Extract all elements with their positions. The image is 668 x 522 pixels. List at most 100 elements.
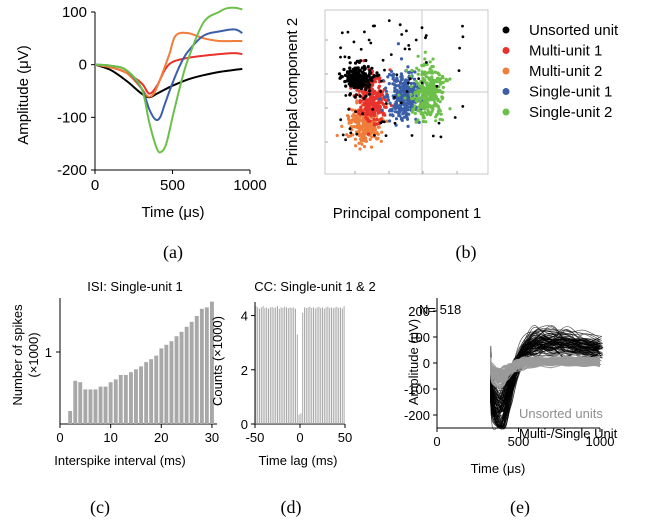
panel-b-point-unsorted: [344, 84, 348, 88]
panel-b-point-single1: [390, 107, 394, 111]
panel-d-bar: [336, 306, 338, 424]
panel-b-point-unsorted: [359, 47, 363, 51]
panel-b-point-unsorted: [356, 81, 360, 85]
panel-b-point-single2: [441, 76, 445, 80]
panel-b-point-multi2: [340, 124, 344, 128]
panel-b-point-single2: [416, 72, 420, 76]
panel-d-plot: 024-50 0 50: [241, 302, 352, 445]
panel-d-bar: [305, 308, 307, 424]
panel-b-point-multi2: [369, 124, 374, 128]
panel-b-point-multi2: [372, 129, 376, 133]
panel-b-point-single2: [426, 108, 430, 112]
panel-e-y-tick-label: -100: [404, 382, 430, 397]
panel-b-point-multi1: [383, 105, 387, 109]
panel-b-point-single2: [424, 120, 428, 124]
panel-b-point-single2: [425, 111, 429, 115]
panel-b-point-single2: [431, 93, 435, 97]
panel-b-point-multi1: [366, 132, 371, 136]
panel-b-point-multi1: [359, 99, 363, 103]
panel-b-point-multi1: [369, 114, 373, 118]
panel-c-bar: [184, 326, 189, 424]
panel-b-point-single2: [418, 84, 422, 88]
panel-c-xlabel: Interspike interval (ms): [54, 453, 185, 468]
panel-b-point-unsorted: [347, 55, 351, 60]
panel-d-bar: [316, 307, 318, 424]
panel-b-point-unsorted: [399, 101, 403, 105]
panel-b-point-multi2: [359, 139, 363, 143]
panel-b-point-multi2: [355, 99, 359, 103]
panel-b-point-single1: [396, 110, 400, 114]
panel-b-point-unsorted: [384, 134, 388, 138]
panel-c-x-tick-label: 10: [103, 430, 117, 445]
panel-b-point-single2: [429, 76, 433, 80]
panel-b-point-single1: [387, 72, 392, 77]
panel-a-series-line-multi2: [94, 31, 243, 98]
panel-b-point-unsorted: [393, 121, 397, 125]
panel-d-bar: [257, 307, 259, 424]
panel-b-point-unsorted: [363, 67, 367, 71]
panel-b-point-single2: [417, 68, 421, 72]
panel-b-point-single2: [435, 77, 440, 81]
panel-b-point-unsorted: [380, 79, 383, 83]
panel-d-bar: [295, 308, 296, 424]
panel-d-bar: [289, 307, 291, 424]
panel-b-point-unsorted: [368, 77, 372, 81]
panel-b-point-single2: [411, 107, 415, 111]
panel-b-point-multi1: [375, 122, 379, 126]
panel-b-point-single2: [428, 67, 432, 71]
panel-b-point-multi1: [364, 98, 368, 102]
panel-b-point-unsorted: [369, 41, 373, 45]
panel-b-point-unsorted: [370, 66, 374, 70]
panel-b-point-single1: [391, 75, 395, 79]
panel-b-point-single2: [420, 70, 424, 74]
panel-b-point-unsorted: [461, 35, 465, 39]
panel-b-point-unsorted: [358, 94, 362, 98]
panel-b-point-unsorted: [355, 77, 359, 81]
panel-b-point-single2: [421, 76, 425, 80]
panel-b-point-single2: [436, 71, 440, 75]
panel-b-point-unsorted: [344, 138, 347, 142]
panel-d-y-tick-label: 4: [241, 309, 248, 324]
panel-b-point-multi1: [361, 91, 365, 95]
caption-d: (d): [281, 497, 302, 518]
panel-a-x-tick-label: 1000: [233, 177, 266, 194]
panel-b-point-unsorted: [355, 132, 359, 136]
panel-b-point-unsorted: [383, 68, 386, 72]
panel-b-point-unsorted: [439, 135, 443, 139]
panel-b-point-single2: [434, 87, 438, 91]
panel-c-bar: [139, 366, 143, 424]
panel-b-point-single2: [423, 57, 427, 61]
panel-a-y-tick-label: 100: [62, 4, 87, 21]
panel-b-legend-marker-single2: [502, 108, 510, 116]
panel-b-point-single2: [420, 104, 424, 109]
panel-b-point-single1: [399, 57, 404, 61]
panel-c-bar: [123, 375, 128, 424]
panel-c-plot: 10 10 20 30: [45, 298, 219, 445]
panel-b-point-unsorted: [362, 78, 366, 82]
panel-b-point-multi1: [364, 116, 368, 120]
panel-b-point-multi2: [361, 124, 365, 128]
panel-b-point-unsorted: [347, 74, 351, 78]
panel-b-point-multi2: [357, 141, 361, 145]
panel-b-point-single1: [399, 89, 403, 93]
panel-b-point-single1: [385, 93, 389, 97]
panel-d-xlabel: Time lag (ms): [259, 453, 338, 468]
panel-a-ylabel: Amplitude (μV): [15, 45, 32, 145]
panel-a-x-tick-label: 0: [91, 177, 99, 194]
panel-b-point-unsorted: [414, 38, 418, 42]
panel-b-point-multi1: [370, 89, 374, 93]
panel-b-point-multi1: [374, 101, 378, 105]
panel-b-point-single1: [404, 93, 408, 97]
panel-c-bar: [164, 344, 169, 424]
panel-c-bar: [204, 307, 209, 424]
panel-c-x-tick-label: 30: [205, 430, 219, 445]
panel-b-point-multi2: [360, 142, 364, 146]
panel-b-point-single1: [391, 114, 395, 118]
panel-b-point-single1: [407, 112, 411, 116]
panel-b-point-single2: [428, 60, 432, 64]
panel-b-plot: [324, 9, 489, 175]
panel-b-point-multi1: [366, 119, 371, 123]
panel-b-point-multi1: [381, 102, 386, 106]
panel-b-point-single1: [386, 98, 391, 102]
panel-b-point-single2: [415, 66, 419, 70]
